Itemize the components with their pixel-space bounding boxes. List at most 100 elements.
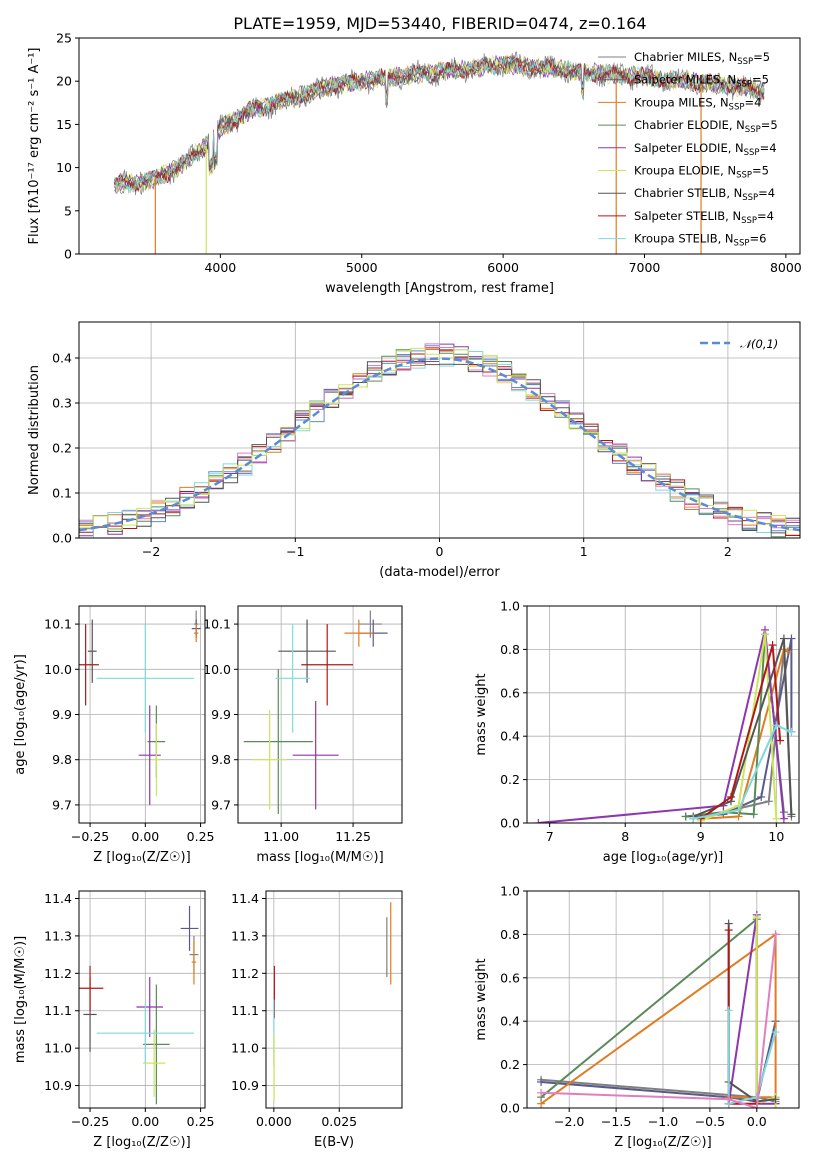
y-tick-label: 10.0 <box>44 662 72 677</box>
x-tick-label: −2.0 <box>554 1114 584 1129</box>
legend-subscript: SSP <box>736 171 752 181</box>
legend-count: =5 <box>752 164 769 178</box>
x-tick-label: 0.0 <box>747 1114 767 1129</box>
y-axis-label: mass [log₁₀(M/M☉)] <box>13 936 28 1063</box>
weight-line <box>727 1010 777 1105</box>
legend-label: Salpeter ELODIE, NSSP=4 <box>634 141 777 158</box>
legend-subscript: SSP <box>729 102 745 112</box>
x-tick-label: 11.00 <box>263 829 299 844</box>
x-tick-label: −1 <box>286 544 304 559</box>
y-tick-label: 0.4 <box>500 1014 520 1029</box>
y-tick-label: 25 <box>56 31 72 46</box>
x-tick-label: 8 <box>621 829 629 844</box>
legend-subscript: SSP <box>734 239 750 249</box>
y-tick-label: 0.6 <box>500 970 520 985</box>
weight-line <box>692 638 793 818</box>
histogram-step <box>79 343 800 537</box>
plot-area <box>243 610 388 814</box>
x-tick-label: 5000 <box>346 260 378 275</box>
plot-area <box>273 902 392 1101</box>
y-tick-label: 9.7 <box>52 797 72 812</box>
x-tick-label: 0.025 <box>321 1114 357 1129</box>
age-vs-metallicity-panel: −0.25 0.00 0.25 9.7 9.8 9.9 10.0 10.1 Z [log₁₀(Z… <box>13 605 215 865</box>
y-tick-label: 11.2 <box>44 966 72 981</box>
legend-count: =5 <box>761 118 778 132</box>
y-tick-label: 10.0 <box>203 662 231 677</box>
weight-line <box>700 644 782 820</box>
x-tick-label: 1 <box>580 544 588 559</box>
y-tick-label: 0.3 <box>52 396 72 411</box>
x-tick-label: −0.5 <box>695 1114 725 1129</box>
legend-count: =6 <box>749 232 766 246</box>
histogram-step <box>79 347 800 531</box>
legend-label: Kroupa STELIB, NSSP=6 <box>634 232 766 249</box>
spectrum-line <box>113 55 765 193</box>
x-tick-label: 7 <box>546 829 554 844</box>
axes-frame <box>265 890 403 1109</box>
y-tick-label: 1.0 <box>500 884 520 899</box>
x-tick-label: 0.00 <box>131 829 159 844</box>
x-tick-label: 4000 <box>204 260 236 275</box>
legend-count: =4 <box>758 186 775 200</box>
plot-area <box>79 343 800 538</box>
x-axis-label: wavelength [Angstrom, rest frame] <box>325 281 554 296</box>
weight-vs-metallicity-panel: −2.0 −1.5 −1.0 −0.5 0.0 0.0 0.2 0.4 0.6 0.8 1.0 Z [… <box>474 884 800 1150</box>
legend-subscript: SSP <box>744 148 760 158</box>
x-axis-label: Z [log₁₀(Z/Z☉)] <box>93 850 190 865</box>
legend-subscript: SSP <box>745 125 761 135</box>
weight-line <box>541 934 777 1108</box>
legend-count: =4 <box>744 95 761 109</box>
y-tick-label: 0.0 <box>500 816 520 831</box>
x-tick-label: −2 <box>142 544 160 559</box>
weight-vs-age-panel: 7 8 9 10 0.0 0.2 0.4 0.6 0.8 1.0 age [log₁₀(age/yr… <box>474 599 800 865</box>
x-tick-label: 2 <box>724 544 732 559</box>
histogram-step <box>79 349 800 538</box>
y-tick-label: 0.2 <box>500 772 520 787</box>
age-vs-mass-panel: 11.00 11.25 9.7 9.8 9.9 10.0 10.1 mass [log₁₀(M… <box>203 605 403 865</box>
plot-area <box>79 905 199 1105</box>
weight-line <box>693 724 792 820</box>
x-tick-label: 0.25 <box>187 1114 215 1129</box>
weight-line <box>727 914 776 1105</box>
x-tick-label: 10 <box>768 829 784 844</box>
weight-line <box>700 647 789 820</box>
y-tick-label: 0 <box>64 247 72 262</box>
legend-subscript: SSP <box>741 216 757 226</box>
plot-area <box>534 625 796 823</box>
legend-label: Kroupa MILES, NSSP=4 <box>634 95 761 112</box>
x-tick-label: 0.000 <box>256 1114 292 1129</box>
x-axis-label: age [log₁₀(age/yr)] <box>603 850 724 865</box>
x-tick-label: −0.25 <box>71 829 109 844</box>
histogram-step <box>79 355 800 534</box>
y-tick-label: 0.4 <box>500 729 520 744</box>
y-tick-label: 9.9 <box>211 707 231 722</box>
legend-subscript: SSP <box>742 193 758 203</box>
mass-vs-metallicity-panel: −0.25 0.00 0.25 10.9 11.0 11.1 11.2 11.3 11.4 Z [… <box>13 890 215 1150</box>
x-axis-label: mass [log₁₀(M/M☉)] <box>256 850 383 865</box>
spectrum-panel: 4000 5000 6000 7000 8000 0 5 10 15 20 25 wavelength… <box>27 31 802 297</box>
y-tick-label: 10.1 <box>44 617 72 632</box>
plot-area <box>537 910 780 1108</box>
axes-frame <box>526 605 800 824</box>
x-tick-label: 8000 <box>770 260 802 275</box>
y-tick-label: 0.0 <box>500 1101 520 1116</box>
y-axis-label: mass weight <box>474 958 489 1040</box>
y-tick-label: 9.8 <box>211 752 231 767</box>
y-axis-label: Normed distribution <box>27 365 42 495</box>
y-tick-label: 9.7 <box>211 797 231 812</box>
y-tick-label: 0.6 <box>500 685 520 700</box>
normal-reference-curve <box>79 357 800 532</box>
legend-label: Kroupa ELODIE, NSSP=5 <box>634 164 769 181</box>
x-axis-label: Z [log₁₀(Z/Z☉)] <box>93 1135 190 1150</box>
y-tick-label: 11.1 <box>44 1003 72 1018</box>
figure-title: PLATE=1959, MJD=53440, FIBERID=0474, z=0… <box>233 14 646 33</box>
x-axis-label: (data-model)/error <box>379 565 500 580</box>
x-tick-label: 0.25 <box>187 829 215 844</box>
y-tick-label: 10.9 <box>44 1078 72 1093</box>
legend-count: =4 <box>760 141 777 155</box>
legend-count: =5 <box>753 50 770 64</box>
x-tick-label: 11.25 <box>335 829 371 844</box>
spectrum-line <box>113 57 765 194</box>
legend-label: Chabrier ELODIE, NSSP=5 <box>634 118 778 135</box>
